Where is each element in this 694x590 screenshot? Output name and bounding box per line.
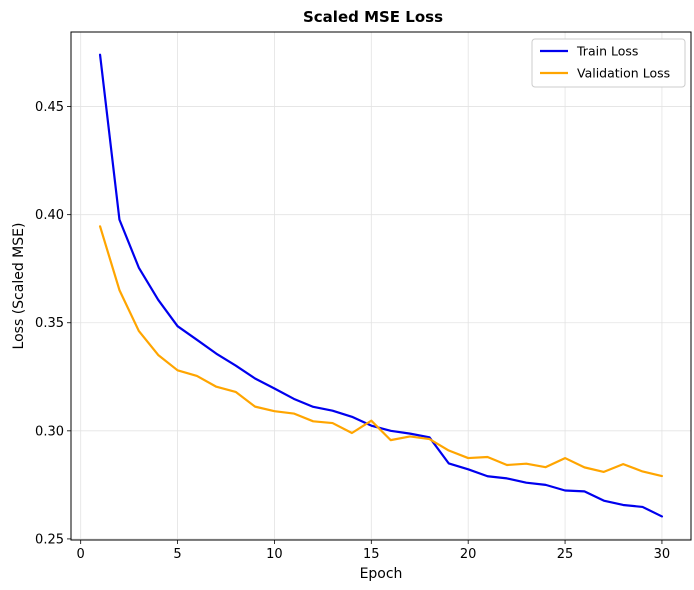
y-tick-label: 0.30 — [35, 424, 64, 439]
y-tick-label: 0.45 — [35, 100, 64, 115]
y-tick-label: 0.40 — [35, 208, 64, 223]
axis-ticks: 0 5 10 15 20 25 30 0.25 0.30 0.35 0.40 0.45 — [35, 100, 670, 562]
y-tick-label: 0.35 — [35, 316, 64, 331]
series-lines — [98, 53, 664, 518]
y-tick-label: 0.25 — [35, 532, 64, 547]
x-tick-label: 5 — [173, 547, 181, 562]
y-axis-label: Loss (Scaled MSE) — [11, 223, 27, 350]
plot-frame — [70, 31, 692, 541]
x-tick-label: 10 — [266, 547, 283, 562]
legend-label: Validation Loss — [577, 66, 670, 81]
x-axis-label: Epoch — [360, 566, 403, 582]
x-tick-label: 25 — [557, 547, 574, 562]
x-tick-label: 0 — [77, 547, 85, 562]
x-tick-label: 30 — [654, 547, 671, 562]
grid — [71, 32, 691, 540]
legend-label: Train Loss — [576, 44, 638, 59]
legend: Train Loss Validation Loss — [531, 38, 686, 88]
chart-title: Scaled MSE Loss — [303, 8, 443, 26]
series-line-1 — [98, 225, 664, 478]
x-tick-label: 20 — [460, 547, 477, 562]
x-tick-label: 15 — [363, 547, 380, 562]
legend-box — [531, 38, 686, 88]
series-line-0 — [98, 53, 664, 518]
